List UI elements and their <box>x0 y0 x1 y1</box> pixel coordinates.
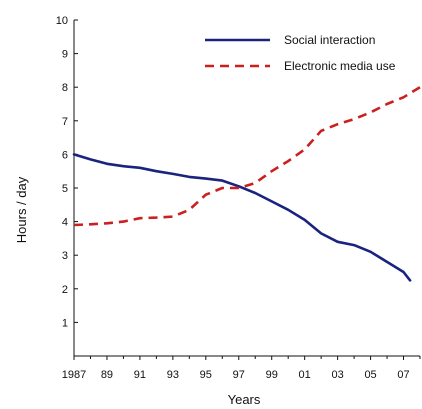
y-tick-label: 4 <box>62 217 68 229</box>
x-tick-label: 05 <box>364 369 376 381</box>
x-tick-label: 01 <box>299 369 311 381</box>
legend-label-social-interaction: Social interaction <box>284 33 375 47</box>
x-tick-label: 03 <box>331 369 343 381</box>
x-tick-label: 89 <box>101 369 113 381</box>
y-tick-label: 1 <box>62 317 68 329</box>
x-tick-label: 07 <box>397 369 409 381</box>
x-tick-label: 91 <box>134 369 146 381</box>
y-tick-label: 7 <box>62 116 68 128</box>
x-tick-label: 97 <box>233 369 245 381</box>
y-tick-label: 8 <box>62 82 68 94</box>
legend-label-electronic-media-use: Electronic media use <box>284 59 396 73</box>
x-axis-title: Years <box>228 392 261 407</box>
y-tick-label: 6 <box>62 149 68 161</box>
y-axis-title: Hours / day <box>14 176 29 243</box>
x-tick-label: 1987 <box>62 369 86 381</box>
y-tick-label: 3 <box>62 250 68 262</box>
x-tick-label: 93 <box>167 369 179 381</box>
y-tick-label: 5 <box>62 183 68 195</box>
y-tick-label: 10 <box>56 15 68 27</box>
series-line-social-interaction <box>72 153 412 282</box>
x-tick-label: 99 <box>266 369 278 381</box>
x-tick-label: 95 <box>200 369 212 381</box>
series-line-electronic-media-use <box>73 86 421 227</box>
y-tick-label: 2 <box>62 284 68 296</box>
series-lines <box>72 86 421 282</box>
y-tick-label: 9 <box>62 49 68 61</box>
legend: Social interaction Electronic media use <box>205 33 396 73</box>
